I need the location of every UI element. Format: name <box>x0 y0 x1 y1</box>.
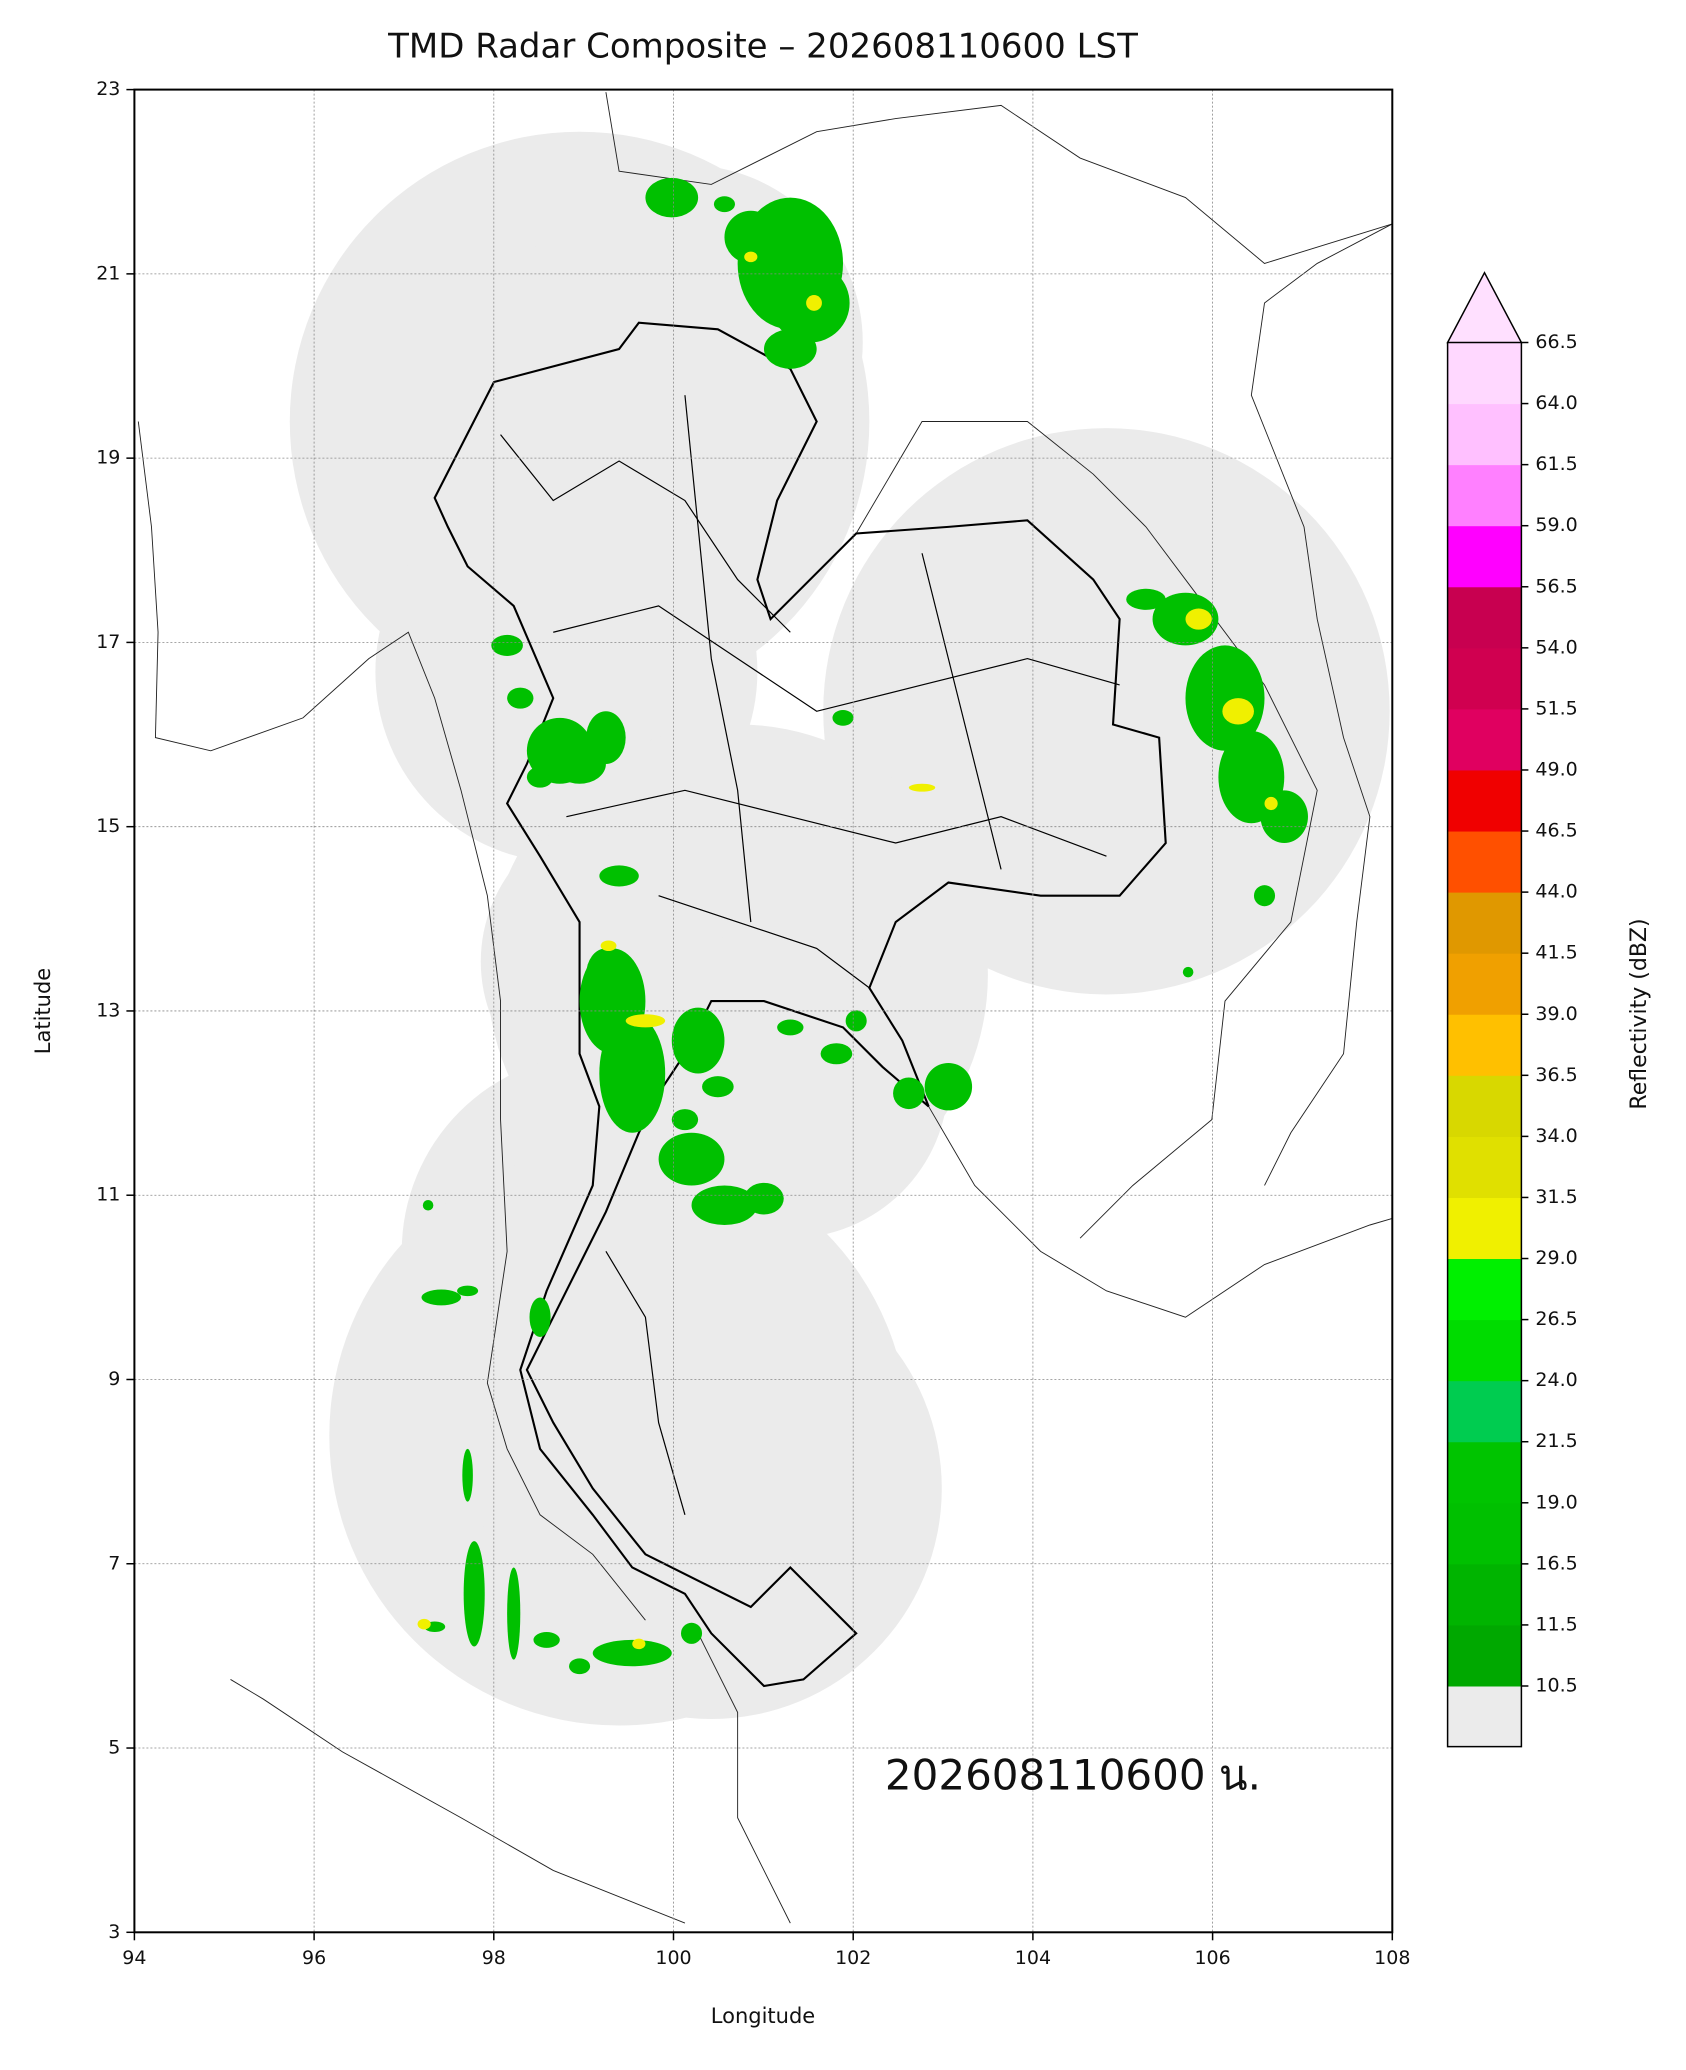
x-tick-label: 94 <box>122 1947 146 1969</box>
colorbar-tick-label: 10.5 <box>1535 1675 1577 1697</box>
colorbar-segment <box>1447 1624 1522 1687</box>
y-tick-label: 9 <box>108 1368 120 1390</box>
colorbar-segment <box>1447 708 1522 771</box>
province-borders <box>500 395 1120 1515</box>
x-tick-label: 98 <box>482 1947 506 1969</box>
y-axis-label: Latitude <box>31 968 55 1054</box>
colorbar-tick-label: 41.5 <box>1535 942 1577 964</box>
colorbar-tick-label: 36.5 <box>1535 1064 1577 1086</box>
map <box>137 92 1393 1924</box>
colorbar-tick-label: 49.0 <box>1535 758 1577 780</box>
colorbar-segment <box>1447 464 1522 527</box>
colorbar-segment <box>1447 892 1522 954</box>
y-tick-label: 7 <box>108 1552 120 1574</box>
x-tick-label: 108 <box>1374 1947 1410 1969</box>
y-tick-label: 23 <box>96 78 120 100</box>
colorbar-tick-label: 64.0 <box>1535 392 1577 414</box>
colorbar-tick-label: 19.0 <box>1535 1491 1577 1513</box>
y-tick-label: 17 <box>96 631 120 653</box>
colorbar-segment <box>1447 769 1522 832</box>
colorbar-segment <box>1447 586 1522 649</box>
y-tick-label: 3 <box>108 1921 120 1943</box>
colorbar-segment <box>1447 1014 1522 1076</box>
colorbar-segment <box>1447 1197 1522 1260</box>
y-tick-label: 19 <box>96 447 120 469</box>
colorbar-tick-label: 16.5 <box>1535 1552 1577 1574</box>
colorbar-tick-label: 61.5 <box>1535 453 1577 475</box>
colorbar-tick-label: 11.5 <box>1535 1613 1577 1635</box>
y-tick-label: 13 <box>96 999 120 1021</box>
colorbar-tick-label: 54.0 <box>1535 636 1577 658</box>
colorbar-tick-label: 44.0 <box>1535 881 1577 903</box>
map-geometry <box>137 92 1393 1924</box>
colorbar-segment <box>1447 1563 1522 1626</box>
x-tick-label: 106 <box>1194 1947 1230 1969</box>
radar-coverage <box>289 131 1390 1726</box>
colorbar-tick-label: 59.0 <box>1535 514 1577 536</box>
y-tick-label: 11 <box>96 1184 120 1206</box>
y-tick-label: 5 <box>108 1737 120 1759</box>
colorbar-segment <box>1447 403 1522 466</box>
country-border <box>433 321 1167 1688</box>
colorbar-label: Reflectivity (dBZ) <box>1627 918 1652 1109</box>
colorbar-under <box>1447 1686 1522 1747</box>
colorbar-tick-label: 66.5 <box>1535 331 1577 353</box>
chart-title: TMD Radar Composite – 202608110600 LST <box>387 27 1138 67</box>
colorbar-tick-label: 31.5 <box>1535 1186 1577 1208</box>
colorbar-tick-label: 46.5 <box>1535 820 1577 842</box>
x-axis-label: Longitude <box>711 2004 815 2028</box>
coastlines <box>137 92 1393 1924</box>
colorbar-segment <box>1447 342 1522 405</box>
x-tick-label: 102 <box>835 1947 871 1969</box>
x-tick-label: 100 <box>655 1947 691 1969</box>
colorbar-tick-label: 29.0 <box>1535 1247 1577 1269</box>
x-tick-label: 104 <box>1015 1947 1051 1969</box>
colorbar-segment <box>1447 831 1522 893</box>
annotation: 202608110600 น. <box>885 1751 1261 1800</box>
colorbar-tick-label: 39.0 <box>1535 1003 1577 1025</box>
colorbar-segment <box>1447 953 1522 1015</box>
colorbar-extension <box>1446 271 1523 344</box>
colorbar-segment <box>1447 525 1522 588</box>
colorbar-tick-label: 51.5 <box>1535 697 1577 719</box>
colorbar-segment <box>1447 1136 1522 1198</box>
y-tick-label: 15 <box>96 815 120 837</box>
colorbar-segment <box>1447 1441 1522 1504</box>
colorbar-frame <box>1446 342 1523 1748</box>
colorbar-segment <box>1447 1258 1522 1321</box>
y-tick-label: 21 <box>96 262 120 284</box>
colorbar-segment <box>1447 1502 1522 1565</box>
colorbar-tick-label: 56.5 <box>1535 575 1577 597</box>
colorbar-tick-label: 24.0 <box>1535 1369 1577 1391</box>
colorbar-tick-label: 26.5 <box>1535 1308 1577 1330</box>
radar-echoes <box>417 177 1308 1675</box>
colorbar-tick-label: 34.0 <box>1535 1125 1577 1147</box>
x-tick-label: 96 <box>302 1947 326 1969</box>
colorbar-segment <box>1447 1380 1522 1443</box>
colorbar-segment <box>1447 1319 1522 1382</box>
colorbar-segment <box>1447 647 1522 710</box>
colorbar-segment <box>1447 1075 1522 1137</box>
colorbar-tick-label: 21.5 <box>1535 1430 1577 1452</box>
